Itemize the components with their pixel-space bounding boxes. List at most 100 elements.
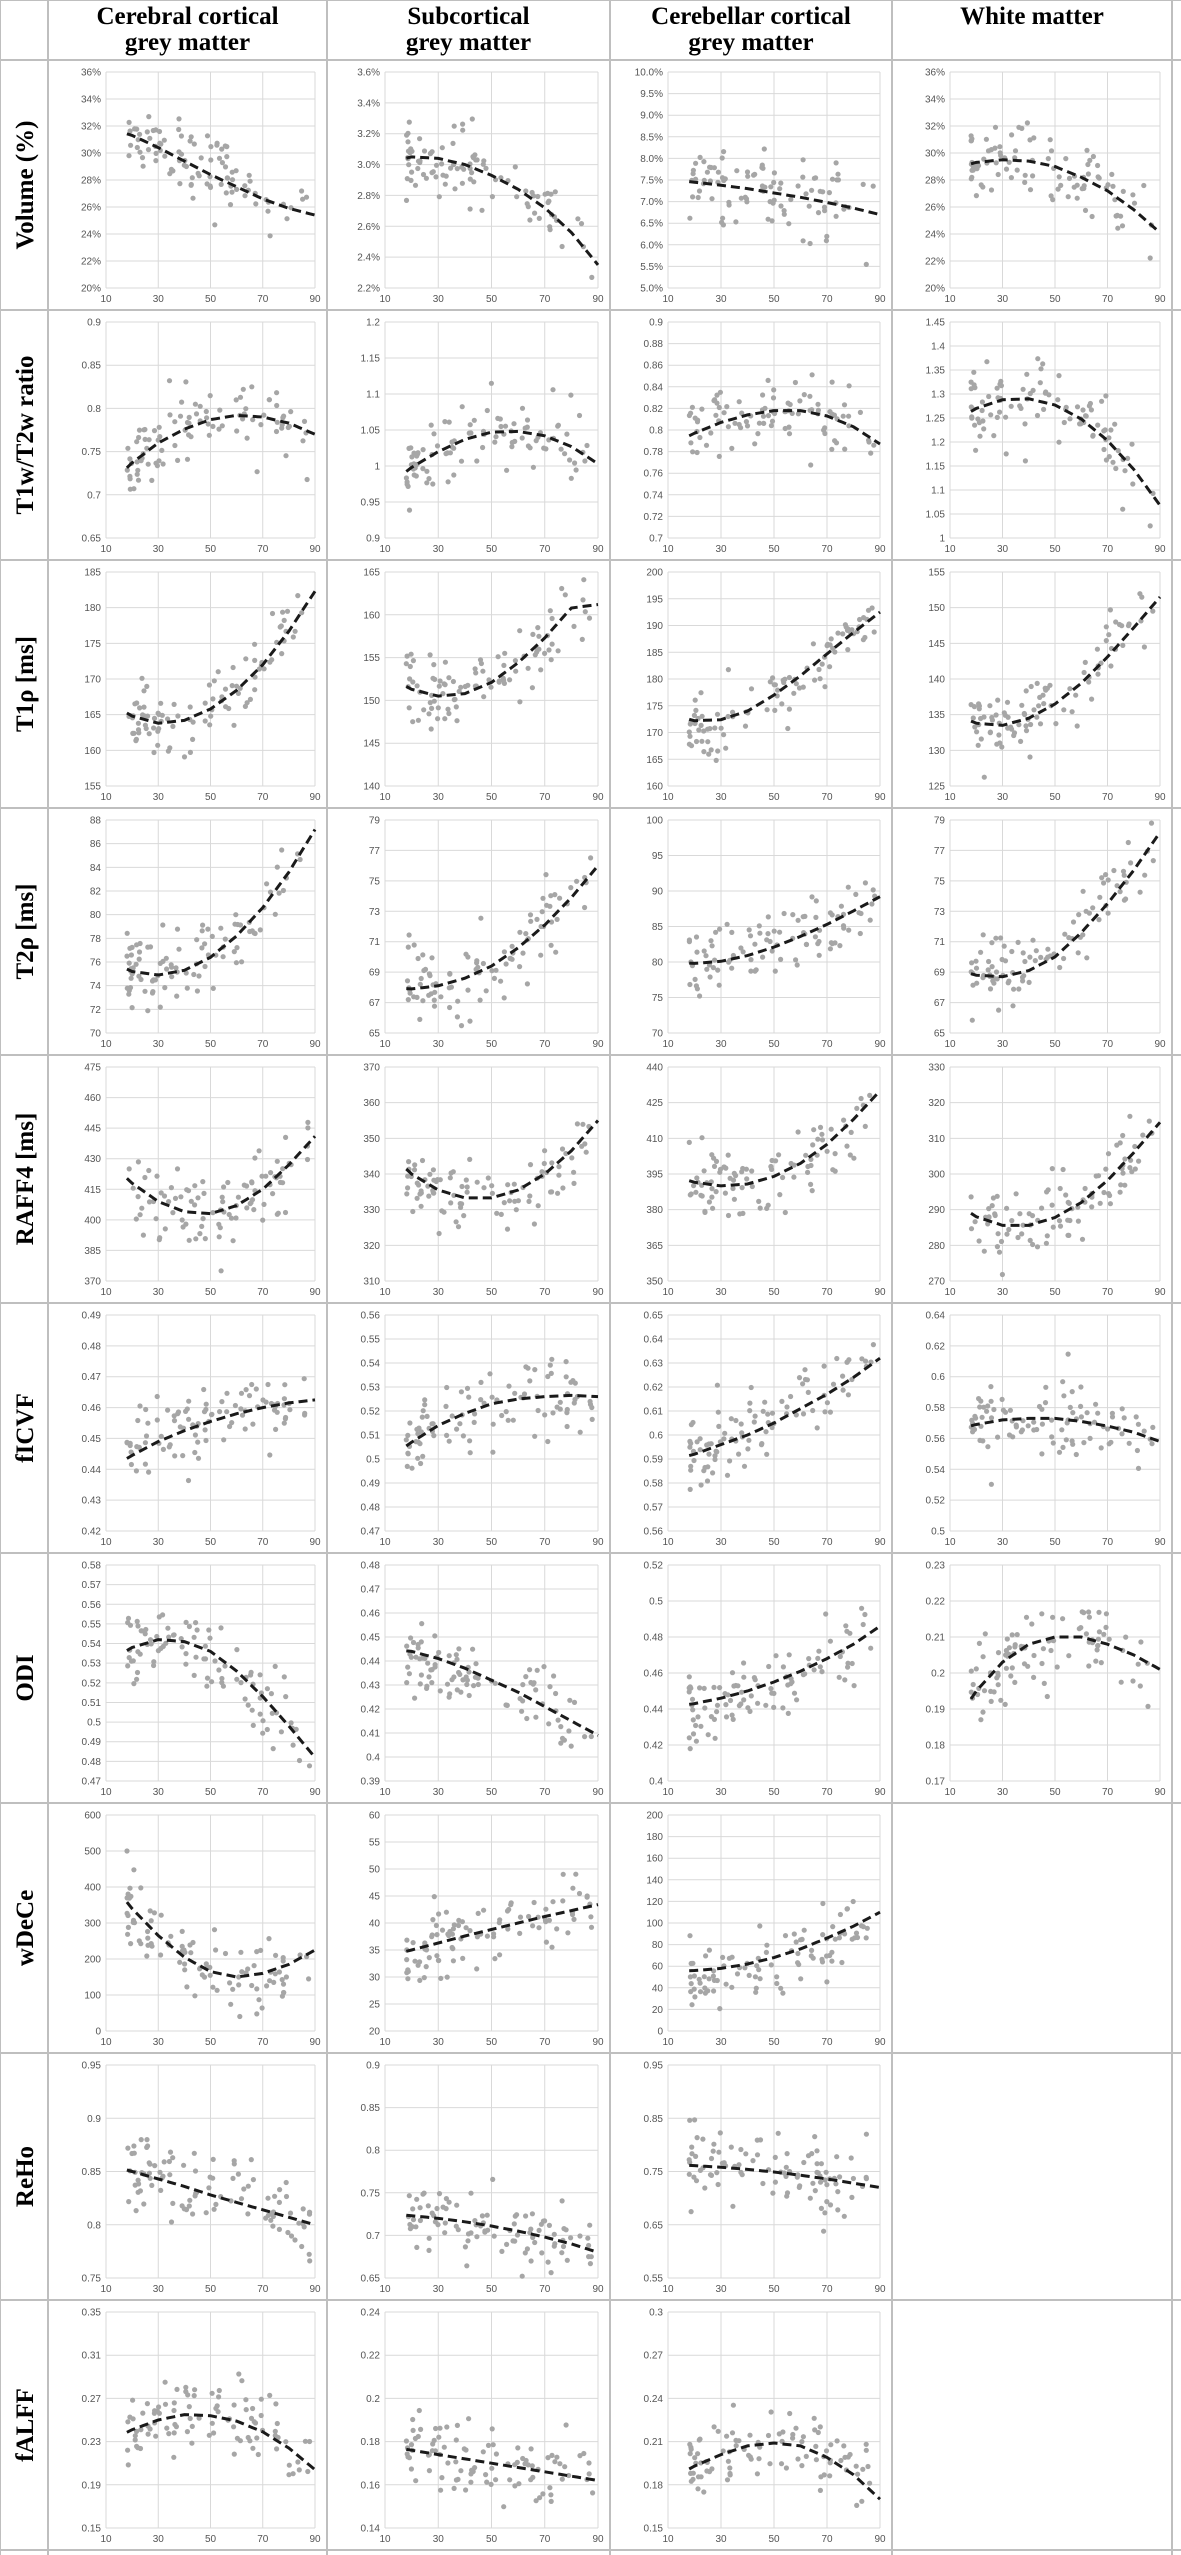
- data-point: [815, 401, 821, 407]
- data-point: [127, 456, 133, 462]
- data-point: [993, 160, 999, 166]
- data-point: [443, 173, 449, 179]
- data-point: [455, 998, 461, 1004]
- data-point: [985, 1403, 991, 1409]
- x-tick-label: 10: [662, 2534, 674, 2545]
- data-point: [759, 1441, 765, 1447]
- data-point: [403, 197, 410, 203]
- y-tick-label: 32%: [81, 122, 101, 133]
- data-point: [988, 187, 995, 193]
- data-point: [532, 1433, 538, 1439]
- data-point: [1039, 1205, 1045, 1211]
- data-point: [424, 1413, 430, 1419]
- data-point: [157, 1235, 163, 1241]
- data-point: [998, 152, 1004, 159]
- data-point: [697, 2167, 704, 2173]
- data-point: [785, 1710, 791, 1716]
- data-point: [867, 1092, 873, 1098]
- data-point: [1011, 986, 1017, 992]
- x-tick-label: 30: [433, 1537, 445, 1548]
- data-point: [809, 2151, 815, 2157]
- x-tick-label: 70: [1102, 792, 1114, 803]
- data-point: [706, 1441, 712, 1447]
- data-point: [1047, 137, 1053, 143]
- data-point: [183, 1651, 189, 1657]
- data-point: [778, 1985, 784, 1991]
- data-point: [412, 1695, 418, 1701]
- data-point: [286, 2472, 292, 2478]
- data-point: [131, 2143, 137, 2149]
- data-point: [455, 1224, 462, 1230]
- data-point: [812, 934, 819, 940]
- x-tick-label: 30: [715, 294, 727, 305]
- data-point: [404, 1680, 410, 1686]
- data-point: [437, 2425, 443, 2431]
- y-tick-label: 95: [652, 851, 664, 862]
- data-point: [571, 1180, 577, 1186]
- data-point: [853, 1930, 860, 1936]
- data-point: [1021, 710, 1027, 717]
- data-point: [285, 2229, 291, 2236]
- data-point: [464, 2263, 470, 2269]
- data-point: [523, 2457, 529, 2464]
- data-point: [551, 1673, 557, 1679]
- data-point: [154, 1417, 160, 1423]
- data-point: [729, 929, 735, 936]
- data-point: [268, 2217, 274, 2223]
- data-point: [200, 1216, 206, 1222]
- y-tick-label: 300: [928, 1170, 945, 1181]
- data-point: [306, 1763, 313, 1769]
- data-point: [1125, 839, 1131, 846]
- x-tick-label: 90: [309, 1287, 321, 1298]
- data-point: [176, 116, 182, 122]
- data-point: [1074, 404, 1081, 410]
- data-point: [184, 456, 191, 462]
- data-point: [512, 1198, 518, 1204]
- data-point: [819, 661, 825, 667]
- data-point: [127, 128, 133, 134]
- data-point: [218, 1625, 224, 1631]
- data-point: [711, 2141, 717, 2147]
- data-point: [723, 1702, 729, 1708]
- data-point: [470, 2468, 476, 2475]
- data-point: [806, 203, 812, 209]
- x-tick-label: 50: [486, 2037, 498, 2048]
- data-point: [972, 1413, 978, 1419]
- data-point: [238, 1680, 244, 1686]
- data-point: [747, 1408, 753, 1414]
- data-point: [716, 453, 722, 459]
- x-tick-label: 50: [486, 2284, 498, 2295]
- data-point: [688, 1960, 694, 1967]
- data-point: [1096, 917, 1102, 923]
- data-point: [577, 1429, 583, 1435]
- data-point: [1105, 1426, 1111, 1432]
- data-point: [406, 507, 413, 513]
- data-point: [533, 438, 539, 444]
- data-point: [973, 193, 980, 199]
- data-point: [133, 2208, 139, 2214]
- data-point: [407, 663, 413, 670]
- data-point: [721, 1164, 727, 1170]
- data-point: [274, 2446, 280, 2452]
- data-point: [219, 1680, 225, 1686]
- data-point: [244, 1205, 250, 1211]
- data-point: [489, 1190, 495, 1196]
- data-point: [975, 742, 981, 748]
- data-point: [711, 1684, 717, 1690]
- data-point: [1009, 132, 1015, 138]
- data-point: [829, 176, 836, 182]
- data-point: [151, 1659, 157, 1665]
- data-point: [409, 1465, 415, 1471]
- data-point: [485, 2442, 492, 2448]
- data-point: [545, 1373, 551, 1380]
- data-point: [822, 1409, 828, 1415]
- data-point: [819, 1131, 825, 1137]
- data-point: [296, 2467, 302, 2473]
- x-tick-label: 30: [997, 1039, 1009, 1050]
- data-point: [793, 2425, 799, 2431]
- data-point: [832, 1168, 838, 1174]
- data-point: [145, 1928, 151, 1935]
- data-point: [148, 1641, 154, 1647]
- data-point: [765, 377, 771, 383]
